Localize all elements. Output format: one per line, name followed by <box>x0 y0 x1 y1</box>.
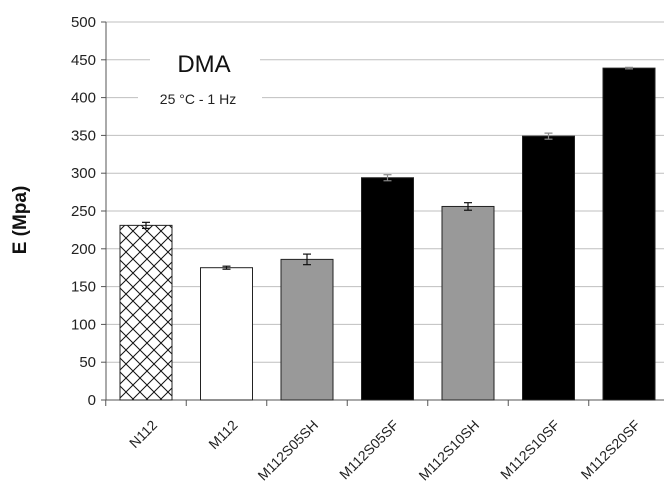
bar <box>602 67 656 401</box>
y-tick-label: 0 <box>88 392 96 409</box>
gridlines <box>106 21 664 363</box>
bar <box>280 258 334 401</box>
bar <box>200 267 253 401</box>
y-tick-label: 100 <box>71 316 96 333</box>
y-tick-label: 150 <box>71 279 96 296</box>
annotation-conditions: 25 °C - 1 Hz <box>160 91 236 107</box>
y-axis-label: E (Mpa) <box>10 186 31 255</box>
x-tick-label: N112 <box>126 417 160 451</box>
bar <box>441 205 495 401</box>
annotation-mask <box>138 88 262 110</box>
x-tick-label: M112S05SH <box>254 417 321 484</box>
y-tick-label: 50 <box>79 354 96 371</box>
bar <box>522 135 575 401</box>
x-tick-label: M112S20SF <box>578 417 644 483</box>
x-tick-label: M112 <box>205 417 240 452</box>
y-tick-label: 450 <box>71 52 96 69</box>
y-tick-label: 500 <box>71 14 96 31</box>
bar <box>361 177 414 401</box>
y-tick-label: 200 <box>71 241 96 258</box>
x-tick-label: M112S10SF <box>497 417 563 483</box>
bar <box>119 224 173 401</box>
x-tick-label: M112S05SF <box>336 417 402 483</box>
annotation-method: DMA <box>177 51 230 78</box>
annotation: DMA 25 °C - 1 Hz <box>160 51 236 107</box>
y-tick-label: 350 <box>71 127 96 144</box>
annotation-mask <box>150 44 260 84</box>
bars <box>119 66 656 401</box>
y-tick-label: 300 <box>71 165 96 182</box>
y-tick-label: 400 <box>71 90 96 107</box>
y-tick-label: 250 <box>71 203 96 220</box>
x-tick-label: M112S10SH <box>415 417 482 484</box>
